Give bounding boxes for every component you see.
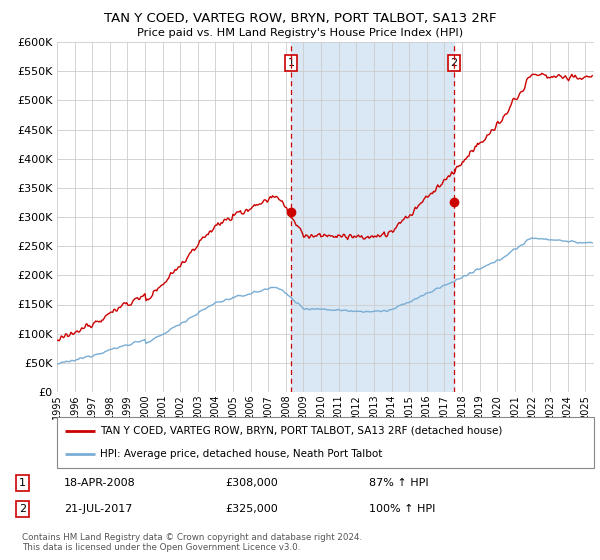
Text: TAN Y COED, VARTEG ROW, BRYN, PORT TALBOT, SA13 2RF (detached house): TAN Y COED, VARTEG ROW, BRYN, PORT TALBO…: [100, 426, 502, 436]
Text: 2: 2: [451, 58, 458, 68]
Text: 18-APR-2008: 18-APR-2008: [64, 478, 136, 488]
Text: £308,000: £308,000: [225, 478, 278, 488]
Text: 87% ↑ HPI: 87% ↑ HPI: [369, 478, 429, 488]
Text: TAN Y COED, VARTEG ROW, BRYN, PORT TALBOT, SA13 2RF: TAN Y COED, VARTEG ROW, BRYN, PORT TALBO…: [104, 12, 496, 25]
Text: Price paid vs. HM Land Registry's House Price Index (HPI): Price paid vs. HM Land Registry's House …: [137, 28, 463, 38]
Text: HPI: Average price, detached house, Neath Port Talbot: HPI: Average price, detached house, Neat…: [100, 449, 382, 459]
Text: 1: 1: [287, 58, 295, 68]
Text: 21-JUL-2017: 21-JUL-2017: [64, 504, 132, 514]
Text: 1: 1: [19, 478, 26, 488]
Text: £325,000: £325,000: [225, 504, 278, 514]
Text: 100% ↑ HPI: 100% ↑ HPI: [369, 504, 436, 514]
Bar: [291, 42, 454, 392]
Text: 2: 2: [19, 504, 26, 514]
Text: Contains HM Land Registry data © Crown copyright and database right 2024.
This d: Contains HM Land Registry data © Crown c…: [22, 533, 362, 552]
